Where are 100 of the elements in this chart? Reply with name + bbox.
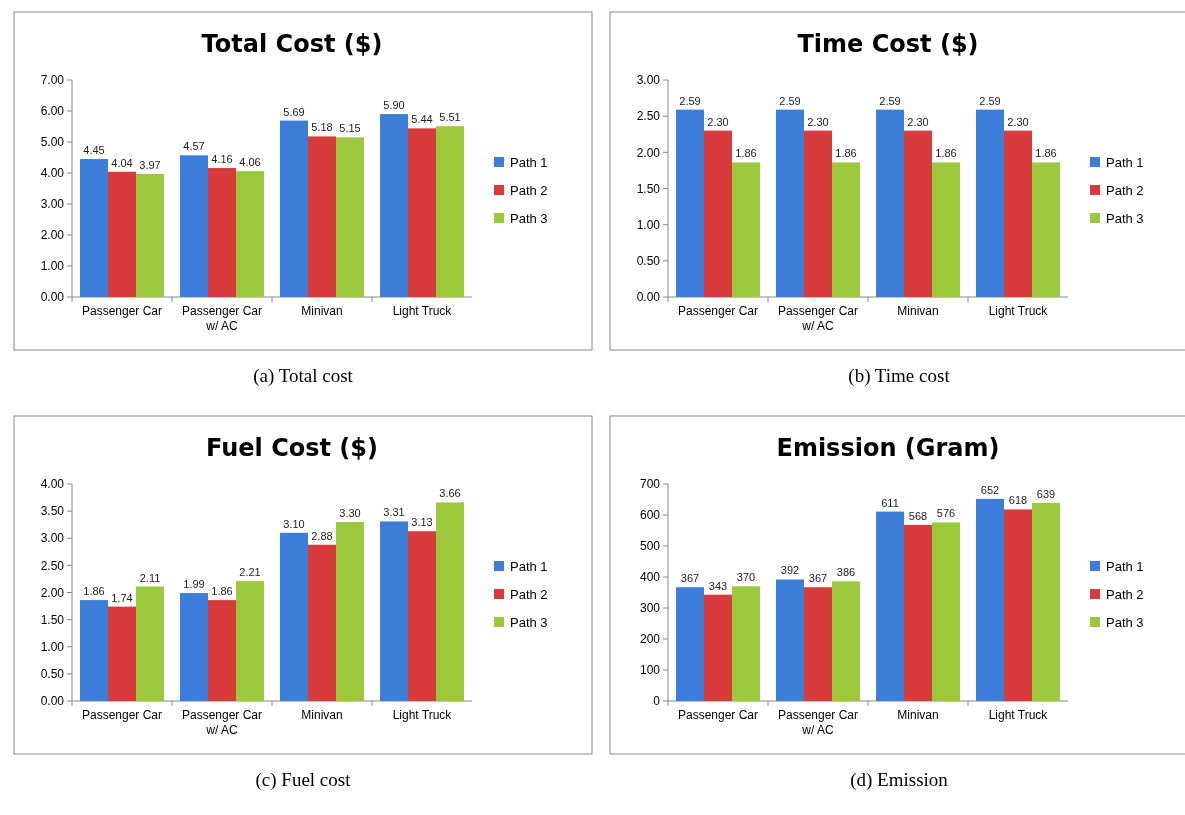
data-label: 652 bbox=[980, 483, 1000, 496]
data-label: 367 bbox=[680, 572, 700, 585]
bar bbox=[932, 162, 960, 297]
data-label: 5.44 bbox=[411, 113, 433, 126]
y-tick-label: 1.00 bbox=[40, 639, 65, 654]
chart-title: Fuel Cost ($) bbox=[206, 434, 378, 462]
x-tick-label: Minivan bbox=[897, 708, 939, 722]
bar bbox=[732, 162, 760, 297]
data-label: 1.86 bbox=[1035, 147, 1057, 160]
bar bbox=[280, 120, 308, 297]
bar bbox=[436, 502, 464, 701]
x-tick-label: Passenger Car bbox=[81, 708, 163, 722]
bar bbox=[408, 128, 436, 297]
bar bbox=[804, 587, 832, 701]
text: (a) Total cost bbox=[253, 365, 354, 387]
legend-label: Path 3 bbox=[1106, 210, 1144, 226]
data-label: 5.18 bbox=[311, 121, 333, 134]
data-label: 2.59 bbox=[979, 94, 1001, 107]
bar bbox=[904, 524, 932, 701]
data-label: 2.30 bbox=[707, 115, 729, 128]
x-tick-label: Light Truck bbox=[988, 304, 1049, 318]
bar bbox=[108, 606, 136, 701]
bar bbox=[1032, 162, 1060, 297]
data-label: 2.88 bbox=[311, 529, 333, 542]
data-label: 2.30 bbox=[907, 115, 929, 128]
bar bbox=[976, 498, 1004, 701]
bar bbox=[1032, 502, 1060, 701]
y-tick-label: 1.50 bbox=[40, 612, 65, 627]
bar bbox=[932, 522, 960, 701]
x-tick-label: Passenger Car bbox=[81, 304, 163, 318]
y-tick-label: 500 bbox=[639, 539, 661, 554]
data-label: 2.21 bbox=[239, 566, 261, 579]
legend-label: Path 1 bbox=[1106, 154, 1144, 170]
legend-label: Path 1 bbox=[1106, 558, 1144, 574]
data-label: 4.16 bbox=[211, 153, 233, 166]
legend-label: Path 3 bbox=[510, 210, 548, 226]
bar bbox=[380, 114, 408, 297]
bar bbox=[436, 126, 464, 297]
data-label: 576 bbox=[936, 507, 956, 520]
bar bbox=[832, 581, 860, 701]
data-label: 3.66 bbox=[439, 487, 461, 500]
data-label: 618 bbox=[1008, 494, 1028, 507]
data-label: 5.90 bbox=[383, 99, 405, 112]
y-tick-label: 0.50 bbox=[636, 254, 661, 269]
data-label: 3.31 bbox=[383, 506, 405, 519]
x-tick-label: Passenger Car w/ AC bbox=[777, 708, 859, 737]
text: (c) Fuel cost bbox=[255, 769, 352, 791]
data-label: 5.69 bbox=[283, 105, 305, 118]
y-tick-label: 4.00 bbox=[40, 166, 65, 181]
y-tick-label: 5.00 bbox=[40, 135, 65, 150]
data-label: 343 bbox=[708, 579, 728, 592]
legend-label: Path 3 bbox=[510, 614, 548, 630]
y-tick-label: 1.50 bbox=[636, 181, 661, 196]
bar bbox=[80, 600, 108, 701]
data-label: 4.04 bbox=[111, 156, 133, 169]
x-tick-label: Minivan bbox=[301, 708, 343, 722]
y-tick-label: 0.00 bbox=[636, 290, 661, 305]
bar bbox=[236, 581, 264, 701]
bar bbox=[108, 171, 136, 297]
data-label: 1.86 bbox=[83, 585, 105, 598]
bar bbox=[704, 594, 732, 701]
bar bbox=[336, 137, 364, 297]
bar bbox=[308, 136, 336, 297]
y-tick-label: 3.50 bbox=[40, 504, 65, 519]
bar bbox=[904, 130, 932, 297]
bar bbox=[380, 521, 408, 701]
y-tick-label: 6.00 bbox=[40, 104, 65, 119]
y-tick-label: 1.00 bbox=[40, 259, 65, 274]
bar bbox=[1004, 130, 1032, 297]
y-tick-label: 3.00 bbox=[636, 73, 661, 88]
y-tick-label: 0.00 bbox=[40, 694, 65, 709]
chart-title: Time Cost ($) bbox=[797, 30, 979, 58]
bar bbox=[876, 109, 904, 297]
bar bbox=[976, 109, 1004, 297]
bar bbox=[776, 579, 804, 701]
data-label: 2.59 bbox=[779, 94, 801, 107]
y-tick-label: 0.00 bbox=[40, 290, 65, 305]
data-label: 3.97 bbox=[139, 158, 161, 171]
bar bbox=[80, 159, 108, 297]
x-tick-label: Light Truck bbox=[988, 708, 1049, 722]
data-label: 1.74 bbox=[111, 591, 133, 604]
y-tick-label: 7.00 bbox=[40, 73, 65, 88]
data-label: 5.51 bbox=[439, 111, 461, 124]
x-tick-label: Passenger Car bbox=[677, 304, 759, 318]
bar bbox=[336, 521, 364, 701]
bar bbox=[408, 531, 436, 701]
y-tick-label: 2.00 bbox=[636, 145, 661, 160]
data-label: 1.86 bbox=[211, 585, 233, 598]
data-label: 367 bbox=[808, 572, 828, 585]
legend-label: Path 1 bbox=[510, 154, 548, 170]
data-label: 1.86 bbox=[735, 147, 757, 160]
data-label: 568 bbox=[908, 509, 928, 522]
legend-label: Path 3 bbox=[1106, 614, 1144, 630]
bar bbox=[180, 155, 208, 297]
x-tick-label: Minivan bbox=[301, 304, 343, 318]
legend-label: Path 2 bbox=[1106, 586, 1144, 602]
y-tick-label: 3.00 bbox=[40, 197, 65, 212]
y-tick-label: 2.50 bbox=[636, 109, 661, 124]
x-tick-label: Passenger Car w/ AC bbox=[181, 708, 263, 737]
x-tick-label: Passenger Car bbox=[677, 708, 759, 722]
